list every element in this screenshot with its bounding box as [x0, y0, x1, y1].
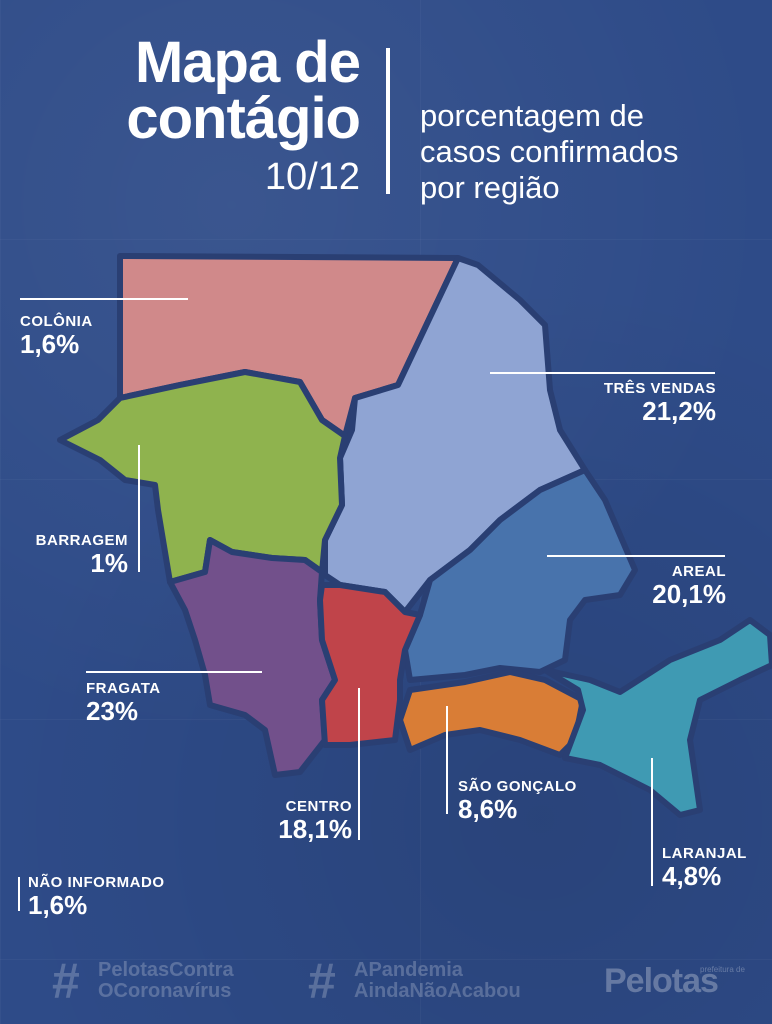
logo-prefix: prefeitura de — [700, 965, 745, 974]
label-barragem: BARRAGEM 1% — [36, 533, 128, 576]
label-areal: AREAL 20,1% — [652, 564, 726, 607]
hashtag-a-pandemia-ainda-nao-acabou: # APandemia AindaNãoAcabou — [308, 953, 578, 1009]
hashtag-line-1: PelotasContra — [98, 959, 234, 981]
region-name: AREAL — [671, 563, 726, 580]
leader-line-nao-informado — [18, 877, 20, 911]
leader-line-fragata — [86, 671, 262, 673]
region-name: TRÊS VENDAS — [603, 380, 716, 397]
region-laranjal[interactable] — [542, 617, 772, 818]
label-tres-vendas: TRÊS VENDAS 21,2% — [604, 381, 716, 424]
label-nao-informado: NÃO INFORMADO 1,6% — [28, 875, 165, 918]
label-fragata: FRAGATA 23% — [86, 681, 161, 724]
region-percentage: 1% — [90, 548, 128, 578]
region-percentage: 8,6% — [458, 794, 518, 824]
leader-line-sao-goncalo — [446, 706, 448, 814]
title-line-1: Mapa de — [134, 30, 361, 95]
hash-icon: # — [52, 953, 80, 1009]
hashtag-line-1: APandemia — [354, 959, 463, 981]
region-name: NÃO INFORMADO — [28, 874, 165, 891]
title-divider — [386, 48, 390, 194]
leader-line-areal — [547, 555, 725, 557]
subtitle-line-2: casos confirmados — [420, 134, 679, 169]
region-percentage: 18,1% — [278, 814, 352, 844]
leader-line-centro — [358, 688, 360, 840]
title-line-2: contágio — [126, 86, 361, 151]
label-centro: CENTRO 18,1% — [278, 799, 352, 842]
label-colonia: COLÔNIA 1,6% — [20, 314, 93, 357]
pelotas-logo: Pelotas — [604, 962, 719, 1000]
region-name: COLÔNIA — [20, 313, 93, 330]
hashtag-line-2: OCoronavírus — [98, 980, 232, 1002]
region-areal[interactable] — [402, 467, 638, 683]
label-sao-goncalo: SÃO GONÇALO 8,6% — [458, 779, 577, 822]
leader-line-laranjal — [651, 758, 653, 886]
region-percentage: 21,2% — [642, 396, 716, 426]
label-laranjal: LARANJAL 4,8% — [662, 846, 747, 889]
region-fragata[interactable] — [167, 537, 338, 778]
subtitle: porcentagem de casos confirmados por reg… — [420, 98, 678, 206]
region-percentage: 4,8% — [662, 861, 722, 891]
region-sao-goncalo[interactable] — [397, 669, 586, 758]
region-percentage: 23% — [86, 696, 139, 726]
hashtag-line-2: AindaNãoAcabou — [354, 980, 521, 1002]
region-name: CENTRO — [285, 798, 352, 815]
date: 10/12 — [264, 156, 360, 198]
region-name: SÃO GONÇALO — [458, 778, 577, 795]
region-percentage: 20,1% — [652, 579, 726, 609]
region-name: LARANJAL — [662, 845, 747, 862]
region-name: BARRAGEM — [35, 532, 128, 549]
leader-line-colonia — [20, 298, 188, 300]
subtitle-line-3: por região — [420, 170, 560, 205]
leader-line-tres-vendas — [490, 372, 715, 374]
leader-line-barragem — [138, 445, 140, 572]
region-percentage: 1,6% — [20, 329, 80, 359]
region-percentage: 1,6% — [28, 890, 88, 920]
hash-icon: # — [308, 953, 336, 1009]
hashtag-pelotas-contra-coronavirus: # PelotasContra OCoronavírus — [52, 953, 282, 1009]
region-name: FRAGATA — [86, 680, 161, 697]
subtitle-line-1: porcentagem de — [420, 98, 645, 133]
